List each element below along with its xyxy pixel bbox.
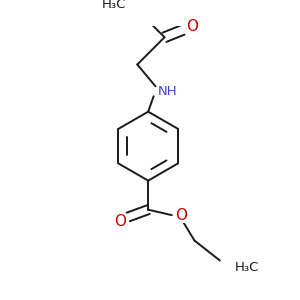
Text: O: O [175, 208, 187, 223]
Text: O: O [186, 19, 198, 34]
Text: O: O [114, 214, 126, 229]
Text: H₃C: H₃C [234, 261, 259, 274]
Text: NH: NH [157, 85, 177, 98]
Text: H₃C: H₃C [102, 0, 126, 11]
